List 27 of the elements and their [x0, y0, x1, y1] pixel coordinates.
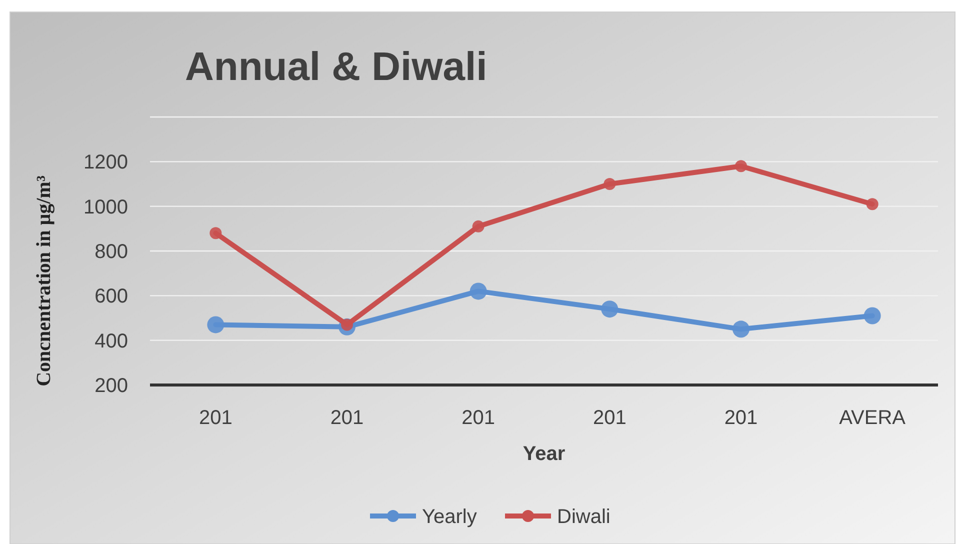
point — [207, 316, 224, 334]
y-axis-title: Concnentration in µg/m³ — [33, 176, 55, 386]
point — [604, 178, 616, 190]
y-tick-label: 400 — [94, 330, 128, 352]
x-tick-label: 201 — [198, 407, 232, 429]
legend-label: Diwali — [557, 506, 610, 528]
x-tick-label: 201 — [724, 407, 758, 429]
point — [866, 198, 878, 210]
y-tick-label: 1000 — [84, 196, 128, 218]
y-tick-label: 600 — [94, 286, 128, 308]
x-tick-label: 201 — [330, 407, 364, 429]
point — [601, 300, 618, 318]
point — [732, 320, 750, 338]
x-tick-label: AVERA — [839, 407, 906, 429]
y-tick-label: 1200 — [84, 152, 128, 174]
point — [472, 220, 484, 232]
legend-label: Yearly — [422, 506, 477, 528]
point — [864, 307, 881, 324]
y-tick-label: 200 — [94, 375, 128, 397]
y-tick-label: 800 — [94, 241, 128, 263]
x-tick-label: 201 — [592, 407, 626, 429]
x-tick-label: 201 — [462, 407, 496, 429]
point — [470, 282, 487, 300]
chart-title: Annual & Diwali — [185, 45, 488, 89]
point — [735, 160, 747, 172]
point — [210, 227, 222, 240]
x-axis-title: Year — [522, 443, 566, 465]
